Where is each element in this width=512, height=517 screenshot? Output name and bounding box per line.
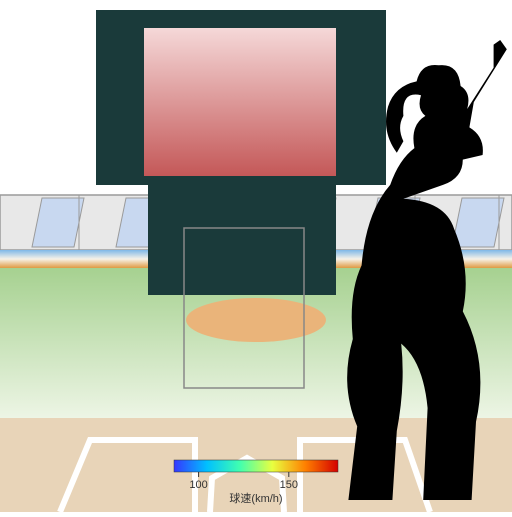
baseball-pitch-diagram: 100 150 球速(km/h) [0,0,512,512]
legend-gradient-bar [174,460,338,472]
legend-caption: 球速(km/h) [229,491,282,505]
legend-tick-label: 100 [189,479,207,491]
scoreboard-screen [144,28,336,176]
scene-svg: 100 150 球速(km/h) [0,0,512,512]
pitchers-mound [186,298,326,342]
scoreboard-base [148,185,336,295]
legend-tick-label: 150 [280,479,298,491]
